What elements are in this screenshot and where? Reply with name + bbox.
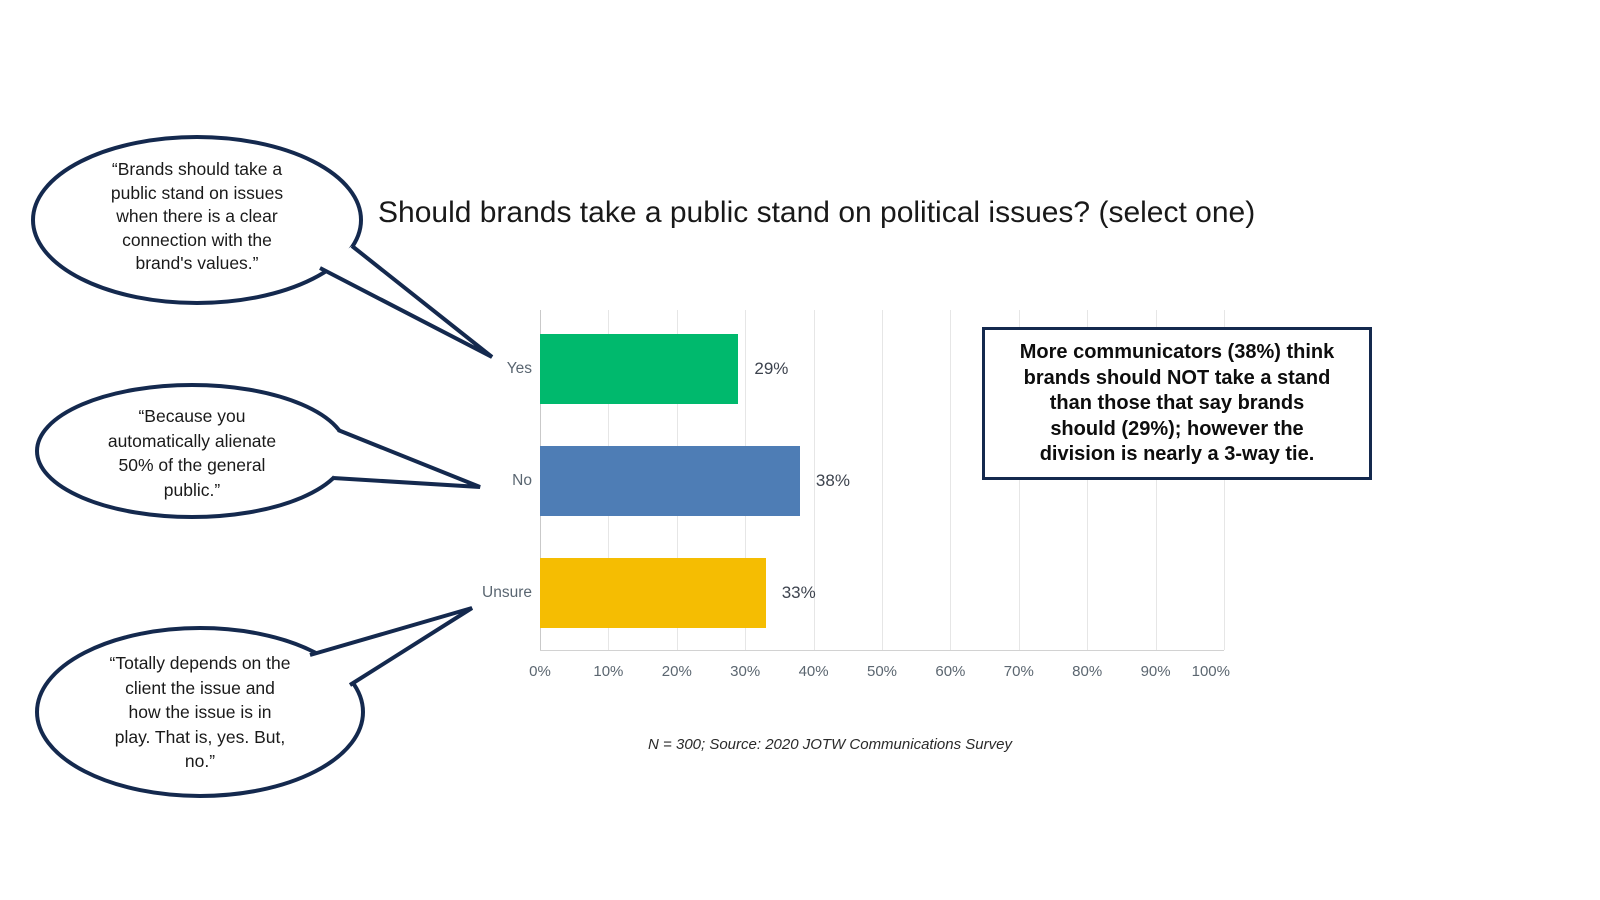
x-tick-60%: 60% [935, 663, 966, 680]
bar-no [540, 446, 800, 516]
x-tick-90%: 90% [1140, 663, 1171, 680]
x-axis-tick-row: 0% 10% 20% 30% 40% 50% 60% 70% 80% 90% 100% [529, 663, 1230, 685]
value-label-no: 38% [815, 471, 850, 490]
value-label-yes: 29% [754, 359, 789, 378]
speech-bubble-no-text: “Because you automatically alienate 50% … [107, 406, 277, 500]
x-tick-20%: 20% [661, 663, 692, 680]
gridline-40 [813, 310, 815, 650]
bar-unsure [540, 558, 766, 628]
x-tick-10%: 10% [593, 663, 624, 680]
annotation-box: More communicators (38%) think brands sh… [982, 327, 1372, 480]
x-tick-0%: 0% [529, 663, 551, 680]
category-label-no: No [512, 472, 532, 489]
gridline-90 [1155, 310, 1157, 650]
x-tick-80%: 80% [1072, 663, 1103, 680]
x-tick-100%: 100% [1191, 663, 1230, 680]
chart-title: Should brands take a public stand on pol… [378, 196, 1256, 229]
source-footnote: N = 300; Source: 2020 JOTW Communication… [648, 736, 1012, 753]
speech-bubble-unsure-tail [309, 606, 474, 687]
x-tick-30%: 30% [730, 663, 761, 680]
gridline-60 [950, 310, 952, 650]
speech-bubble-yes-tail [319, 244, 494, 359]
gridline-50 [882, 310, 883, 650]
plot-area: Yes 29% No 38% Unsure 33% [482, 310, 1225, 651]
speech-bubble-yes-ellipse [31, 135, 363, 305]
gridline-70 [1018, 310, 1020, 650]
x-tick-50%: 50% [866, 663, 898, 680]
x-tick-70%: 70% [1003, 663, 1034, 680]
category-label-yes: Yes [506, 360, 532, 377]
bar-yes [540, 334, 739, 404]
speech-bubble-no-tail [332, 428, 481, 489]
speech-bubble-unsure-text: “Totally depends on the client the issue… [109, 653, 291, 772]
speech-bubble-unsure-ellipse [35, 626, 365, 798]
category-label-unsure: Unsure [482, 584, 532, 601]
value-label-unsure: 33% [781, 583, 816, 602]
gridline-100 [1224, 310, 1225, 650]
gridline-80 [1087, 310, 1089, 650]
x-tick-40%: 40% [798, 663, 829, 680]
speech-bubble-yes-text: “Brands should take a public stand on is… [110, 159, 284, 273]
